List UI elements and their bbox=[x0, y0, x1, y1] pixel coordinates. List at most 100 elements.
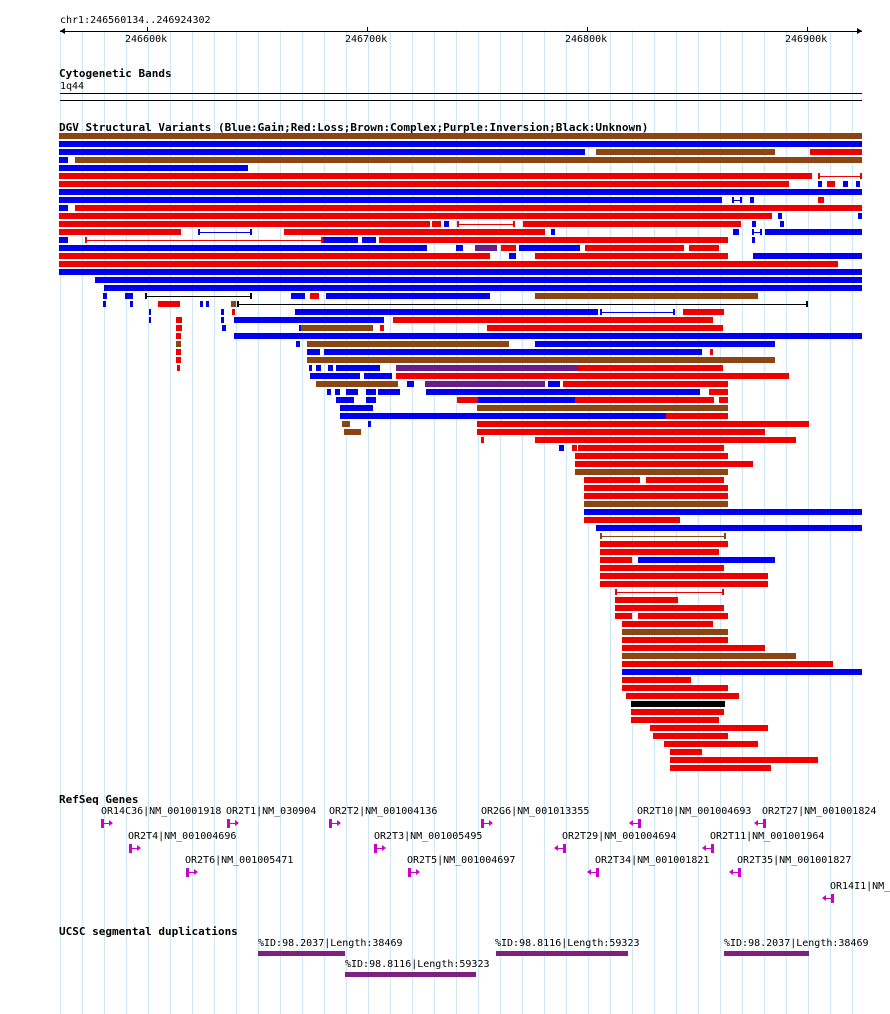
gene-label[interactable]: OR2T5|NM_001004697 bbox=[407, 855, 516, 866]
gain-variant[interactable] bbox=[149, 309, 151, 315]
gain-variant-end[interactable] bbox=[673, 309, 675, 315]
unknown-variant[interactable] bbox=[631, 701, 725, 707]
gain-variant[interactable] bbox=[340, 413, 666, 419]
gene-label[interactable]: OR2T1|NM_030904 bbox=[226, 806, 317, 817]
gain-variant[interactable] bbox=[366, 397, 376, 403]
gain-variant[interactable] bbox=[324, 349, 702, 355]
complex-variant[interactable] bbox=[584, 501, 728, 507]
gain-variant[interactable] bbox=[596, 525, 862, 531]
loss-variant[interactable] bbox=[600, 541, 728, 547]
loss-variant[interactable] bbox=[585, 245, 684, 251]
gene-plus-strand-icon[interactable] bbox=[101, 819, 113, 828]
unknown-variant-end[interactable] bbox=[237, 301, 239, 307]
gain-variant[interactable] bbox=[200, 301, 203, 307]
gene-minus-strand-icon[interactable] bbox=[729, 868, 741, 877]
gain-variant[interactable] bbox=[234, 317, 384, 323]
gene-label[interactable]: OR2T27|NM_001001824 bbox=[762, 806, 877, 817]
loss-variant[interactable] bbox=[650, 725, 768, 731]
loss-variant[interactable] bbox=[631, 709, 724, 715]
gain-variant[interactable] bbox=[95, 277, 862, 283]
complex-variant[interactable] bbox=[231, 301, 236, 307]
loss-variant[interactable] bbox=[59, 229, 181, 235]
cytoband-name[interactable]: 1q44 bbox=[60, 81, 85, 92]
unknown-variant-end[interactable] bbox=[145, 293, 147, 299]
loss-variant[interactable] bbox=[670, 757, 818, 763]
complex-variant-end[interactable] bbox=[724, 533, 726, 539]
unknown-variant[interactable] bbox=[237, 304, 808, 305]
gain-variant[interactable] bbox=[327, 389, 331, 395]
gain-variant[interactable] bbox=[222, 325, 226, 331]
gain-variant[interactable] bbox=[548, 381, 560, 387]
gain-variant[interactable] bbox=[59, 197, 722, 203]
loss-variant[interactable] bbox=[666, 413, 728, 419]
gain-variant[interactable] bbox=[584, 509, 862, 515]
gain-variant[interactable] bbox=[307, 349, 320, 355]
complex-variant[interactable] bbox=[575, 469, 728, 475]
loss-variant[interactable] bbox=[600, 557, 632, 563]
loss-variant[interactable] bbox=[575, 461, 753, 467]
gain-variant[interactable] bbox=[104, 285, 862, 291]
gain-variant-end[interactable] bbox=[600, 309, 602, 315]
inversion-variant[interactable] bbox=[396, 365, 578, 371]
gene-label[interactable]: OR2T4|NM_001004696 bbox=[128, 831, 237, 842]
gene-label[interactable]: OR2G6|NM_001013355 bbox=[481, 806, 590, 817]
loss-variant[interactable] bbox=[85, 240, 323, 241]
loss-variant[interactable] bbox=[59, 221, 430, 227]
gene-label[interactable]: OR2T35|NM_001001827 bbox=[737, 855, 852, 866]
loss-variant[interactable] bbox=[59, 173, 812, 179]
gene-label[interactable]: OR2T34|NM_001001821 bbox=[595, 855, 710, 866]
gene-label[interactable]: OR2T10|NM_001004693 bbox=[637, 806, 752, 817]
complex-variant[interactable] bbox=[307, 341, 509, 347]
loss-variant[interactable] bbox=[622, 661, 833, 667]
loss-variant[interactable] bbox=[638, 613, 728, 619]
complex-variant[interactable] bbox=[477, 405, 728, 411]
loss-variant[interactable] bbox=[646, 477, 724, 483]
gene-label[interactable]: OR2T29|NM_001004694 bbox=[562, 831, 677, 842]
gene-plus-strand-icon[interactable] bbox=[329, 819, 341, 828]
gene-minus-strand-icon[interactable] bbox=[754, 819, 766, 828]
loss-variant[interactable] bbox=[709, 389, 728, 395]
segdup-label[interactable]: %ID:98.2037|Length:38469 bbox=[258, 938, 403, 949]
complex-variant[interactable] bbox=[600, 536, 726, 537]
loss-variant[interactable] bbox=[176, 357, 181, 363]
gain-variant[interactable] bbox=[407, 381, 414, 387]
complex-variant[interactable] bbox=[176, 341, 181, 347]
loss-variant[interactable] bbox=[176, 349, 181, 355]
gain-variant[interactable] bbox=[328, 365, 333, 371]
loss-variant[interactable] bbox=[622, 677, 691, 683]
gain-variant[interactable] bbox=[733, 229, 739, 235]
gain-variant[interactable] bbox=[509, 253, 516, 259]
complex-variant[interactable] bbox=[342, 421, 350, 427]
segdup-bar[interactable] bbox=[496, 951, 628, 956]
gain-variant[interactable] bbox=[340, 405, 373, 411]
unknown-variant[interactable] bbox=[145, 296, 252, 297]
loss-variant[interactable] bbox=[622, 621, 713, 627]
complex-variant-end[interactable] bbox=[600, 533, 602, 539]
gene-label[interactable]: OR14C36|NM_001001918 bbox=[101, 806, 222, 817]
loss-variant-end[interactable] bbox=[818, 173, 820, 179]
gain-variant[interactable] bbox=[59, 269, 862, 275]
unknown-variant-end[interactable] bbox=[806, 301, 808, 307]
loss-variant[interactable] bbox=[59, 213, 772, 219]
gain-variant[interactable] bbox=[103, 301, 106, 307]
segdup-track-title[interactable]: UCSC segmental duplications bbox=[59, 925, 238, 938]
gene-plus-strand-icon[interactable] bbox=[186, 868, 198, 877]
loss-variant[interactable] bbox=[683, 309, 724, 315]
gain-variant[interactable] bbox=[59, 245, 427, 251]
gene-plus-strand-icon[interactable] bbox=[227, 819, 239, 828]
gain-variant[interactable] bbox=[326, 293, 490, 299]
gain-variant[interactable] bbox=[316, 365, 321, 371]
gain-variant[interactable] bbox=[638, 557, 775, 563]
gene-minus-strand-icon[interactable] bbox=[629, 819, 641, 828]
gain-variant-end[interactable] bbox=[732, 197, 734, 203]
gain-variant[interactable] bbox=[778, 213, 782, 219]
gain-variant[interactable] bbox=[622, 669, 862, 675]
gain-variant[interactable] bbox=[818, 181, 822, 187]
loss-variant[interactable] bbox=[622, 637, 728, 643]
loss-variant[interactable] bbox=[176, 317, 182, 323]
gene-label[interactable]: OR2T2|NM_001004136 bbox=[329, 806, 438, 817]
gain-variant[interactable] bbox=[732, 200, 742, 201]
gene-plus-strand-icon[interactable] bbox=[129, 844, 141, 853]
inversion-variant[interactable] bbox=[425, 381, 545, 387]
loss-variant[interactable] bbox=[176, 325, 182, 331]
